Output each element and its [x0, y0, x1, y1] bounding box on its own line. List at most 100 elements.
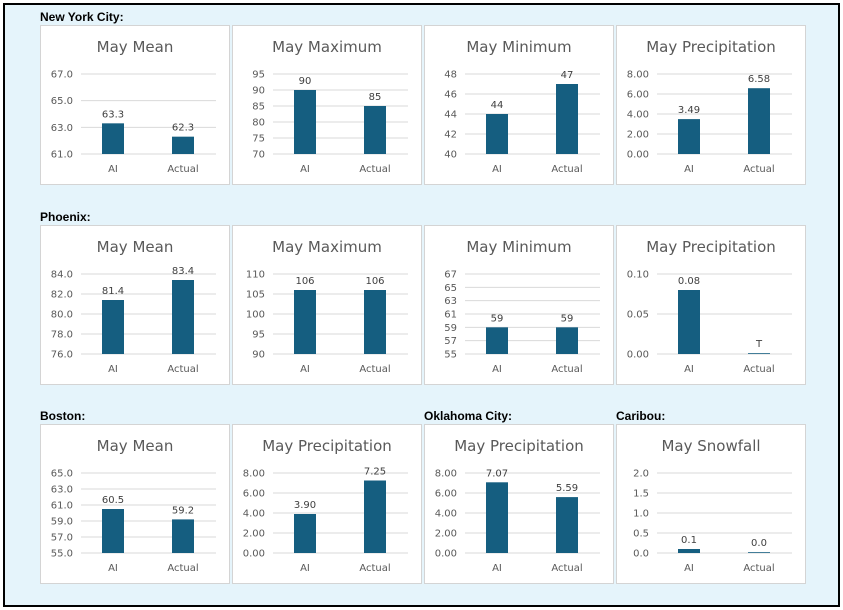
- category-label: AI: [108, 364, 118, 375]
- category-label: Actual: [551, 364, 582, 375]
- chart-panel: May Mean 55.0 57.0 59.0 61.0 63.0 65.0 60.5 AI 59…: [40, 424, 230, 584]
- chart-title: May Precipitation: [262, 437, 392, 455]
- y-tick-label: 1.0: [633, 509, 649, 520]
- category-label: Actual: [743, 364, 774, 375]
- section-label-caribou: Caribou:: [616, 409, 666, 423]
- bar: [678, 290, 700, 354]
- data-label: 60.5: [102, 495, 124, 506]
- data-label: 0.0: [751, 538, 767, 549]
- category-label: Actual: [359, 364, 390, 375]
- category-label: AI: [108, 563, 118, 574]
- chart-panel: May Mean 76.0 78.0 80.0 82.0 84.0 81.4 AI 83.4 Ac…: [40, 225, 230, 385]
- y-tick-label: 6.00: [243, 489, 265, 500]
- section-label-nyc: New York City:: [40, 10, 124, 24]
- chart-panel: May Minimum 40 42 44 46 48 44 AI 47 Actual: [424, 25, 614, 185]
- bar: [364, 106, 386, 154]
- chart-title: May Precipitation: [454, 437, 584, 455]
- data-label: 59.2: [172, 505, 194, 516]
- data-label: 106: [295, 276, 314, 287]
- chart-panel: May Maximum 70 75 80 85 90 95 90 AI 85 Actual: [232, 25, 422, 185]
- chart-svg: 0.00 2.00 4.00 6.00 8.00 3.49 AI 6.58 Actual: [627, 70, 792, 175]
- data-label: 6.58: [748, 74, 770, 85]
- bar: [486, 327, 508, 354]
- category-label: AI: [300, 364, 310, 375]
- section-label-phoenix: Phoenix:: [40, 210, 91, 224]
- y-tick-label: 84.0: [51, 270, 73, 281]
- y-tick-label: 80.0: [51, 310, 73, 321]
- y-tick-label: 2.00: [243, 529, 265, 540]
- y-tick-label: 105: [246, 290, 265, 301]
- chart-title: May Minimum: [466, 38, 572, 56]
- category-label: AI: [684, 164, 694, 175]
- y-tick-label: 4.00: [243, 509, 265, 520]
- y-tick-label: 80: [252, 118, 265, 129]
- y-tick-label: 2.0: [633, 469, 649, 480]
- data-label: 62.3: [172, 123, 194, 134]
- data-label: T: [755, 339, 763, 350]
- y-tick-label: 0.5: [633, 529, 649, 540]
- chart-svg: 55.0 57.0 59.0 61.0 63.0 65.0 60.5 AI 59.2 Actual: [51, 469, 216, 574]
- bar: [102, 300, 124, 354]
- y-tick-label: 0.00: [243, 549, 265, 560]
- chart-title: May Maximum: [272, 238, 382, 256]
- y-tick-label: 4.00: [627, 110, 649, 121]
- y-tick-label: 57.0: [51, 533, 73, 544]
- y-tick-label: 6.00: [627, 90, 649, 101]
- y-tick-label: 65.0: [51, 96, 73, 107]
- bar: [748, 552, 770, 553]
- data-label: 44: [491, 100, 504, 111]
- y-tick-label: 40: [444, 150, 457, 161]
- chart-title: May Precipitation: [646, 238, 776, 256]
- y-tick-label: 95: [252, 330, 265, 341]
- y-tick-label: 0.00: [435, 549, 457, 560]
- bar: [556, 84, 578, 154]
- y-tick-label: 55.0: [51, 549, 73, 560]
- y-tick-label: 90: [252, 86, 265, 97]
- bar: [556, 497, 578, 553]
- data-label: 85: [369, 92, 382, 103]
- y-tick-label: 61.0: [51, 150, 73, 161]
- data-label: 59: [491, 313, 504, 324]
- y-tick-label: 48: [444, 70, 457, 81]
- y-tick-label: 61.0: [51, 501, 73, 512]
- y-tick-label: 65.0: [51, 469, 73, 480]
- data-label: 81.4: [102, 286, 124, 297]
- y-tick-label: 4.00: [435, 509, 457, 520]
- y-tick-label: 46: [444, 90, 457, 101]
- bar: [102, 123, 124, 154]
- y-tick-label: 67: [444, 270, 457, 281]
- category-label: Actual: [167, 164, 198, 175]
- chart-panel: May Precipitation 0.00 2.00 4.00 6.00 8.00 3.4…: [616, 25, 806, 185]
- chart-panel: May Precipitation 0.00 0.05 0.10 0.08 AI T Actu…: [616, 225, 806, 385]
- data-label: 63.3: [102, 109, 124, 120]
- y-tick-label: 2.00: [435, 529, 457, 540]
- chart-title: May Maximum: [272, 38, 382, 56]
- y-tick-label: 0.00: [627, 350, 649, 361]
- chart-panel: May Snowfall 0.0 0.5 1.0 1.5 2.0 0.1 AI 0.0 Actua…: [616, 424, 806, 584]
- bar: [102, 509, 124, 553]
- data-label: 83.4: [172, 266, 194, 277]
- y-tick-label: 0.10: [627, 270, 649, 281]
- chart-panel: May Precipitation 0.00 2.00 4.00 6.00 8.00 3.9…: [232, 424, 422, 584]
- category-label: Actual: [167, 364, 198, 375]
- category-label: Actual: [551, 563, 582, 574]
- y-tick-label: 59: [444, 323, 457, 334]
- data-label: 47: [561, 70, 574, 81]
- bar: [294, 90, 316, 154]
- chart-svg: 0.00 2.00 4.00 6.00 8.00 7.07 AI 5.59 Actual: [435, 468, 600, 574]
- y-tick-label: 0.05: [627, 310, 649, 321]
- chart-title: May Snowfall: [661, 437, 761, 455]
- y-tick-label: 75: [252, 134, 265, 145]
- chart-svg: 0.00 2.00 4.00 6.00 8.00 3.90 AI 7.25 Actual: [243, 467, 408, 574]
- y-tick-label: 8.00: [627, 70, 649, 81]
- bar: [172, 136, 194, 154]
- category-label: Actual: [743, 164, 774, 175]
- y-tick-label: 55: [444, 350, 457, 361]
- category-label: Actual: [551, 164, 582, 175]
- y-tick-label: 61: [444, 310, 457, 321]
- data-label: 90: [299, 76, 312, 87]
- chart-title: May Mean: [96, 38, 174, 56]
- chart-svg: 61.0 63.0 65.0 67.0 63.3 AI 62.3 Actual: [51, 70, 216, 175]
- chart-title: May Mean: [96, 238, 174, 256]
- category-label: AI: [492, 164, 502, 175]
